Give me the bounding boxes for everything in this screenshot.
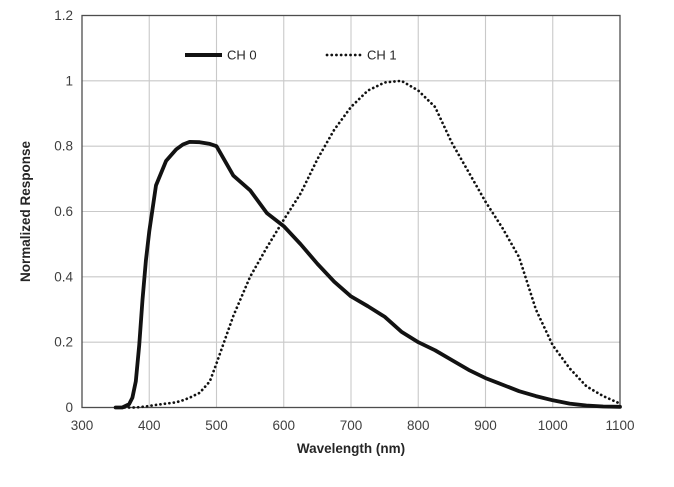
y-axis-title: Normalized Response (18, 140, 33, 282)
x-tick-label: 700 (340, 418, 363, 433)
x-axis-tick-labels: 300 400 500 600 700 800 900 1000 1100 (71, 418, 635, 433)
ch1-curve (114, 79, 622, 409)
y-tick-label: 0.2 (54, 335, 73, 350)
y-tick-label: 0.8 (54, 139, 73, 154)
gridlines (82, 15, 620, 408)
curves (113, 79, 622, 410)
x-tick-label: 600 (272, 418, 295, 433)
ch0-curve (113, 140, 622, 410)
x-tick-label: 1000 (538, 418, 568, 433)
x-tick-label: 500 (205, 418, 228, 433)
legend: CH 0 CH 1 (185, 48, 397, 63)
x-axis-title: Wavelength (nm) (297, 441, 405, 456)
y-tick-label: 1 (65, 73, 73, 88)
y-tick-label: 1.2 (54, 8, 73, 23)
x-tick-label: 300 (71, 418, 94, 433)
x-tick-label: 900 (474, 418, 497, 433)
y-tick-label: 0.6 (54, 204, 73, 219)
x-tick-label: 800 (407, 418, 430, 433)
x-tick-label: 1100 (605, 418, 634, 433)
y-tick-label: 0.4 (54, 269, 73, 284)
legend-label-ch1: CH 1 (367, 48, 397, 63)
y-axis-tick-labels: 0 0.2 0.4 0.6 0.8 1 1.2 (54, 8, 73, 415)
x-tick-label: 400 (138, 418, 161, 433)
plot-border (81, 14, 621, 409)
legend-label-ch0: CH 0 (227, 48, 257, 63)
y-tick-label: 0 (65, 400, 73, 415)
